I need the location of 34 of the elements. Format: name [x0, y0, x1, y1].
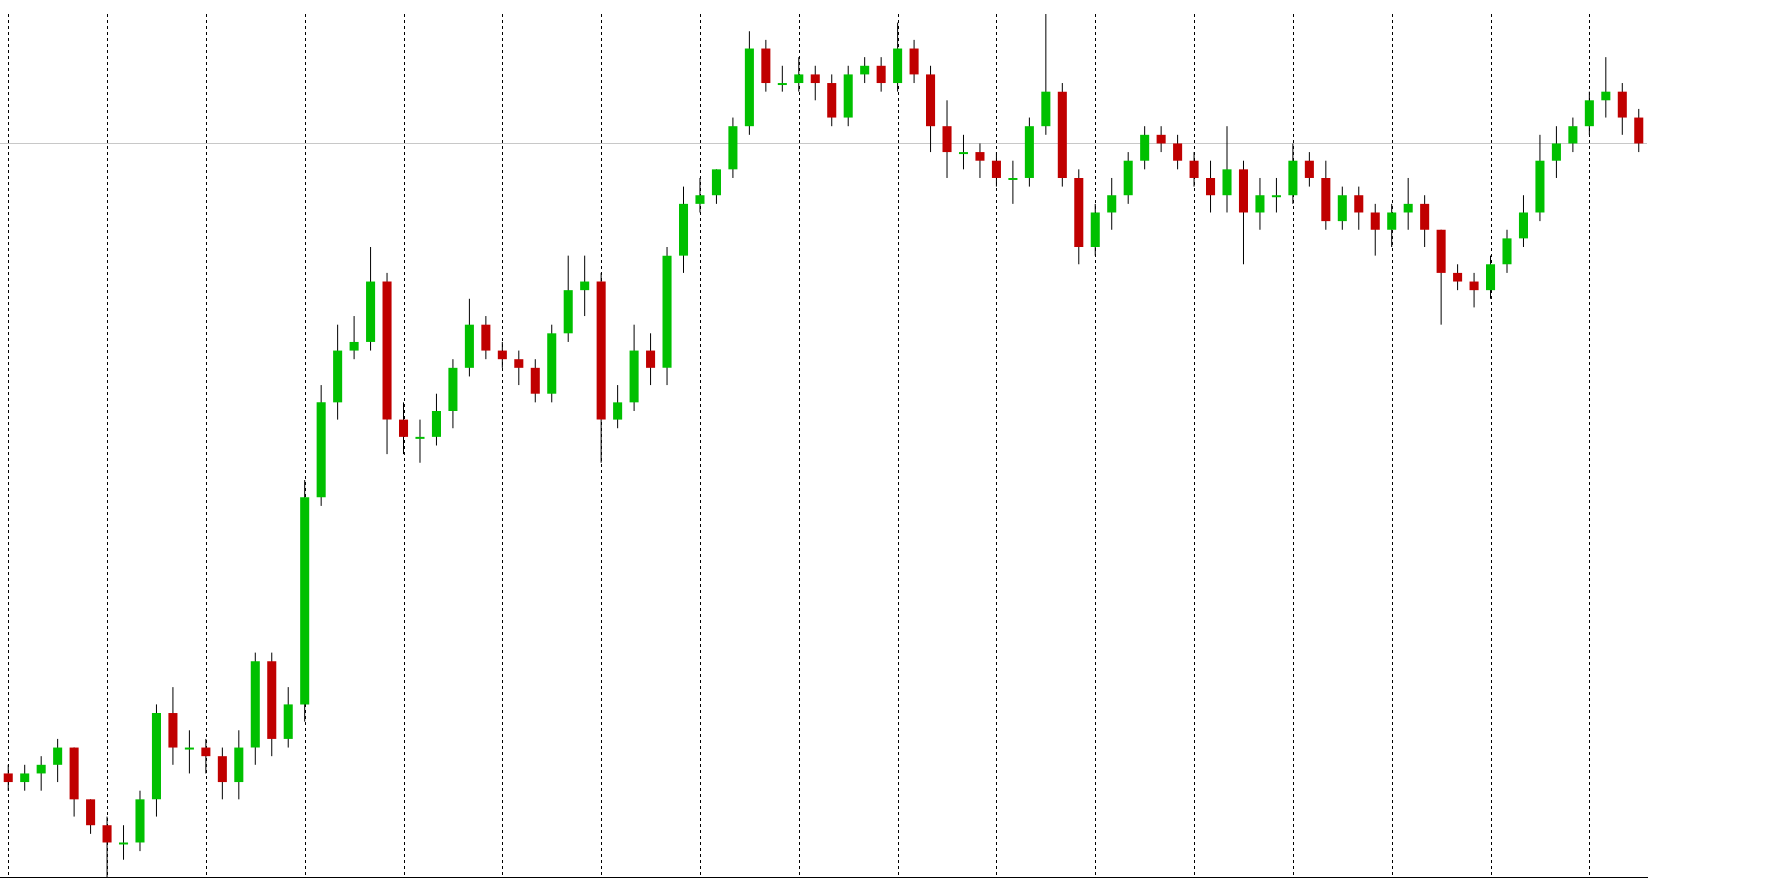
candlestick — [876, 56, 886, 93]
candlestick — [1173, 134, 1183, 170]
candlestick — [514, 350, 524, 386]
candlestick — [415, 419, 425, 464]
candlestick — [1370, 203, 1380, 257]
candlestick — [201, 738, 211, 774]
candlestick — [1403, 177, 1413, 231]
candlestick — [975, 142, 985, 179]
candlestick — [119, 824, 129, 861]
candlestick — [777, 65, 787, 93]
candlestick — [1354, 186, 1364, 231]
candlestick — [613, 384, 623, 429]
candlestick — [349, 315, 359, 360]
candlestick — [1304, 151, 1314, 188]
candlestick — [1206, 160, 1216, 213]
candlestick — [1156, 125, 1166, 153]
candlestick — [1453, 263, 1463, 291]
candlestick — [1255, 177, 1265, 231]
candlestick — [1271, 177, 1281, 213]
candlestick — [184, 729, 194, 774]
candlestick — [1551, 125, 1561, 179]
candlestick — [1008, 160, 1018, 205]
candlestick — [860, 56, 870, 84]
candlestick — [646, 332, 656, 386]
candlestick — [1601, 56, 1611, 119]
candlestick — [580, 255, 590, 317]
candlestick — [1107, 177, 1117, 231]
candlestick — [36, 755, 46, 792]
candlestick — [810, 65, 820, 101]
candlestick — [1568, 117, 1578, 153]
candlestick — [958, 134, 969, 170]
candlestick — [53, 738, 63, 783]
candlestick — [1469, 272, 1479, 308]
candlestick — [20, 764, 30, 792]
